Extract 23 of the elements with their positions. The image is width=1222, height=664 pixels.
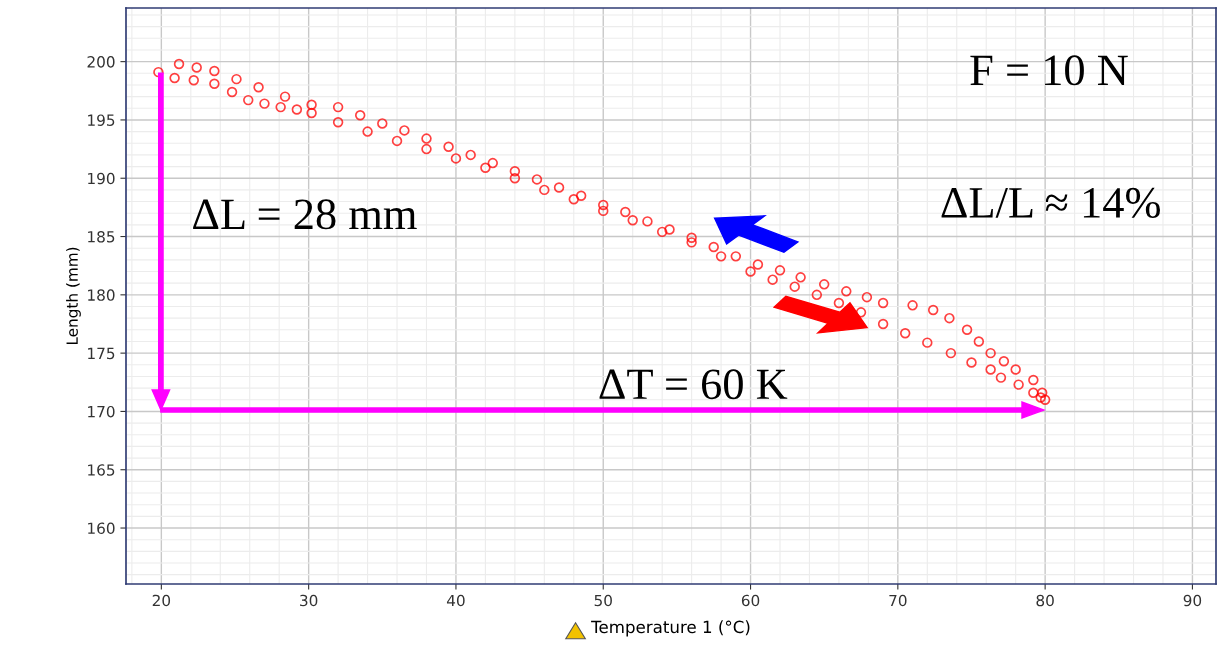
y-tick-label: 170	[88, 405, 115, 418]
annotation: ΔL/L ≈ 14%	[941, 187, 1160, 218]
y-tick-label: 175	[88, 347, 115, 360]
y-tick-label: 190	[88, 172, 115, 185]
y-tick-label: 180	[88, 289, 115, 301]
y-tick-label: 200	[87, 56, 115, 68]
y-tick-label: 165	[88, 464, 115, 476]
y-tick-label: 195	[88, 114, 115, 126]
y-tick-label: 185	[88, 231, 115, 243]
annotation: ΔT = 60 K	[599, 369, 788, 400]
x-tick-label: 30	[300, 594, 318, 607]
annotation: F = 10 N	[970, 55, 1128, 86]
x-tick-label: 60	[741, 594, 760, 607]
x-axis-title: Temperature 1 (°C)	[591, 620, 750, 637]
x-tick-label: 80	[1036, 594, 1054, 607]
x-tick-label: 90	[1183, 594, 1202, 607]
x-tick-label: 50	[594, 594, 612, 607]
x-tick-label: 70	[889, 594, 907, 607]
x-tick-label: 20	[152, 594, 171, 607]
annotation: ΔL = 28 mm	[193, 199, 417, 230]
y-axis-title: Length (mm)	[66, 247, 81, 345]
x-tick-label: 40	[446, 594, 465, 607]
y-tick-label: 160	[88, 522, 115, 535]
